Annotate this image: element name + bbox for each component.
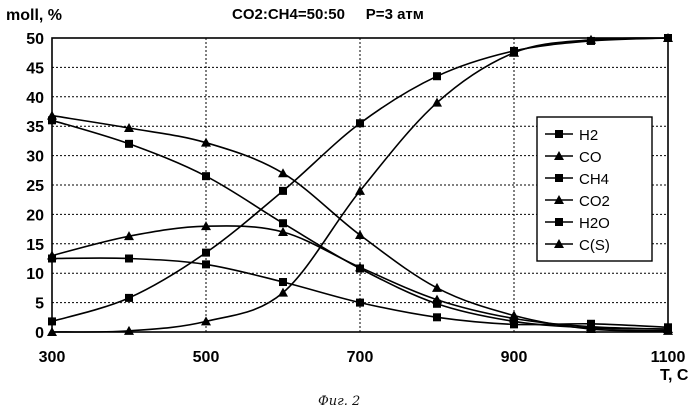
legend-marker-ch4 bbox=[555, 174, 563, 182]
data-point-cs bbox=[278, 168, 288, 177]
data-point-cs bbox=[432, 283, 442, 292]
y-tick-label: 40 bbox=[26, 90, 44, 107]
y-tick-label: 20 bbox=[26, 207, 44, 224]
data-point-h2 bbox=[48, 317, 56, 325]
y-tick-label: 35 bbox=[26, 119, 44, 136]
data-point-ch4 bbox=[279, 219, 287, 227]
chart-title: CO2:CH4=50:50 P=3 атм bbox=[232, 6, 424, 23]
data-point-cs bbox=[47, 111, 57, 120]
y-tick-label: 25 bbox=[26, 178, 44, 195]
data-point-h2o bbox=[433, 313, 441, 321]
legend-label-h2: H2 bbox=[579, 127, 598, 144]
legend-label-ch4: CH4 bbox=[579, 171, 609, 188]
y-tick-label: 15 bbox=[26, 237, 44, 254]
data-point-h2 bbox=[279, 187, 287, 195]
y-axis-title: moll, % bbox=[6, 7, 62, 24]
legend: H2 CO CH4 CO2 H2O C(S) bbox=[537, 117, 652, 261]
x-tick-label: 700 bbox=[347, 349, 374, 366]
data-point-ch4 bbox=[125, 140, 133, 148]
figure-caption: Фиг. 2 bbox=[318, 394, 360, 409]
data-point-h2o bbox=[202, 260, 210, 268]
data-point-h2o bbox=[125, 255, 133, 263]
x-tick-label: 1100 bbox=[651, 349, 686, 366]
data-point-h2o bbox=[279, 278, 287, 286]
y-tick-label: 0 bbox=[35, 325, 44, 342]
x-tick-label: 900 bbox=[501, 349, 528, 366]
y-tick-label: 50 bbox=[26, 31, 44, 48]
legend-marker-h2o bbox=[555, 218, 563, 226]
y-tick-label: 45 bbox=[26, 60, 44, 77]
data-point-h2o bbox=[48, 255, 56, 263]
data-point-ch4 bbox=[202, 172, 210, 180]
x-axis-title: T, C bbox=[660, 367, 689, 384]
data-point-h2 bbox=[356, 119, 364, 127]
data-point-h2o bbox=[510, 320, 518, 328]
legend-label-co: CO bbox=[579, 149, 602, 166]
y-tick-label: 5 bbox=[35, 296, 44, 313]
data-point-h2 bbox=[433, 72, 441, 80]
data-point-h2o bbox=[356, 299, 364, 307]
legend-label-co2: CO2 bbox=[579, 193, 610, 210]
x-tick-label: 300 bbox=[39, 349, 66, 366]
data-point-h2 bbox=[125, 294, 133, 302]
data-point-h2 bbox=[202, 249, 210, 257]
legend-label-h2o: H2O bbox=[579, 215, 610, 232]
legend-label-cs: C(S) bbox=[579, 237, 610, 254]
y-tick-label: 30 bbox=[26, 149, 44, 166]
y-tick-label: 10 bbox=[26, 266, 44, 283]
x-tick-label: 500 bbox=[193, 349, 220, 366]
legend-marker-h2 bbox=[555, 130, 563, 138]
